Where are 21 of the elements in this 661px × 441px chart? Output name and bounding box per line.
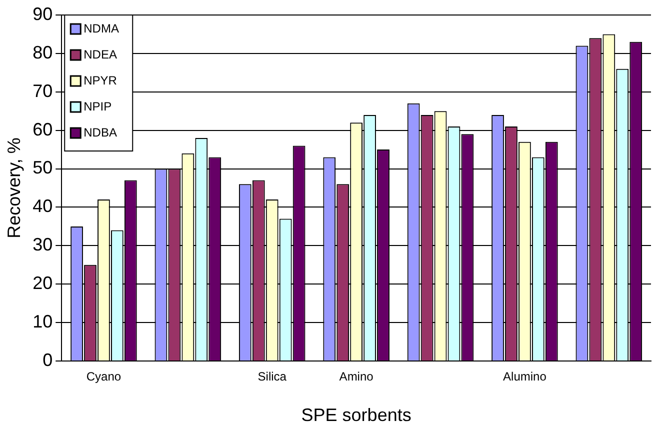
x-tick-label: Amino xyxy=(339,370,374,384)
y-tick-label: 30 xyxy=(32,234,53,255)
legend-label: NPIP xyxy=(84,99,112,114)
y-tick-label: 60 xyxy=(32,119,53,140)
legend-label: NDEA xyxy=(84,47,117,62)
y-tick-label: 70 xyxy=(32,80,53,101)
legend-label: NPYR xyxy=(84,73,118,88)
y-tick-label: 90 xyxy=(32,4,53,24)
x-axis-title: SPE sorbents xyxy=(301,405,412,426)
legend-label: NDBA xyxy=(84,125,117,140)
y-tick-label: 80 xyxy=(32,42,53,62)
y-tick-label: 40 xyxy=(32,196,53,216)
y-axis-title: Recovery, % xyxy=(4,138,24,238)
y-tick-label: 20 xyxy=(32,273,53,294)
y-tick-label: 0 xyxy=(42,350,53,370)
x-tick-label: Cyano xyxy=(86,370,122,384)
y-tick-label: 10 xyxy=(32,312,53,332)
x-tick-label: Alumino xyxy=(503,370,547,384)
y-tick-label: 50 xyxy=(32,158,53,178)
x-tick-label: Silica xyxy=(258,370,287,384)
legend-label: NDMA xyxy=(84,21,119,36)
